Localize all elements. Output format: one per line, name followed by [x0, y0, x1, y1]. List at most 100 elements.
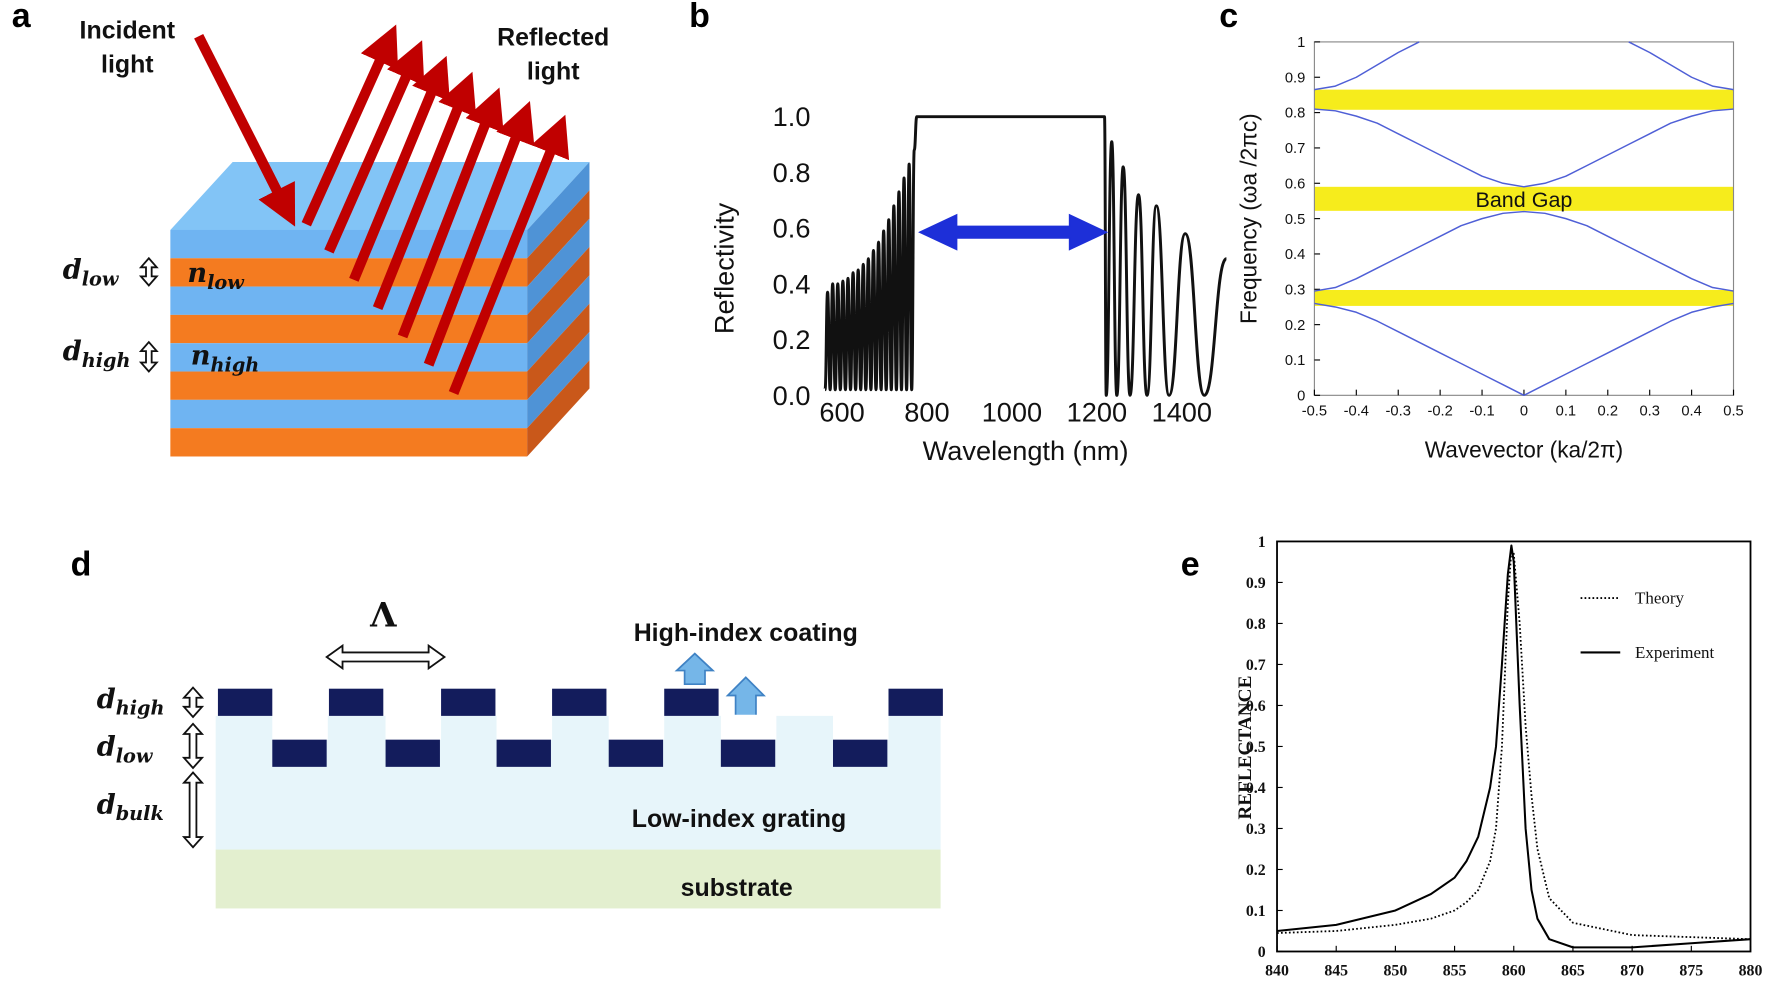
- coating-label: High-index coating: [634, 619, 858, 647]
- x-tick-label: 1200: [1067, 396, 1127, 427]
- x-tick-label: 0.2: [1598, 404, 1618, 420]
- x-tick-label: 880: [1739, 962, 1763, 979]
- band-gap: [1314, 89, 1734, 110]
- data-line: [1314, 108, 1734, 188]
- x-tick-label: -0.5: [1302, 404, 1327, 420]
- x-tick-label: 860: [1502, 962, 1526, 979]
- y-tick-label: 0.6: [773, 213, 811, 244]
- layer-side: [527, 190, 590, 287]
- layer-side: [527, 303, 590, 400]
- y-tick-label: 0.5: [1285, 212, 1305, 228]
- trough: [272, 714, 328, 740]
- subscript: low: [82, 267, 120, 290]
- y-tick-label: 0.3: [1285, 282, 1305, 298]
- layer-side: [527, 218, 590, 315]
- y-tick-label: 0.2: [773, 324, 811, 355]
- grating-label: Low-index grating: [632, 805, 846, 833]
- x-tick-label: 600: [819, 396, 864, 427]
- band-gap: [1314, 290, 1734, 306]
- panel-label: c: [1219, 0, 1238, 35]
- high-index-block: [328, 688, 384, 716]
- incident-label: Incident light: [80, 17, 175, 79]
- high-index-block: [888, 688, 943, 716]
- trough: [832, 714, 889, 740]
- stop-band-arrow: [918, 213, 1109, 251]
- thickness-arrow: [181, 722, 205, 770]
- y-tick-label: 0.8: [1285, 106, 1305, 122]
- trough: [720, 714, 777, 740]
- data-line: [1314, 41, 1420, 91]
- y-tick-label: 0.6: [1246, 698, 1266, 715]
- chart: 0.0 0.2 0.4 0.6 0.8 1.0 600 800 1000 1200 1400 Wave…: [708, 101, 1228, 466]
- high-index-block: [385, 739, 440, 767]
- symbol: d: [63, 335, 82, 367]
- x-tick-label: 865: [1561, 962, 1585, 979]
- thickness-arrow: [181, 771, 205, 849]
- layer: [170, 286, 528, 315]
- y-tick-label: 0.9: [1285, 70, 1305, 86]
- n-high-label: nhigh: [191, 340, 260, 377]
- reflected-arrow: [397, 87, 504, 339]
- x-tick-label: 0.4: [1681, 404, 1701, 420]
- y-tick-label: 0.3: [1246, 821, 1266, 838]
- high-index-block: [608, 739, 664, 767]
- layer: [170, 428, 528, 457]
- x-tick-label: 800: [904, 396, 949, 427]
- high-index-block: [217, 688, 273, 716]
- x-tick-label: 840: [1265, 962, 1289, 979]
- thickness-arrow: [138, 256, 159, 287]
- data-line: [1628, 41, 1734, 91]
- y-tick-label: 0: [1297, 388, 1305, 404]
- chart: 0 0.1 0.2 0.3 0.4 0.5 0.6 0.7 0.8 0.9 1 840 845 850 85…: [1235, 534, 1762, 979]
- d-low-label: dlow: [97, 731, 154, 768]
- label-line: light: [527, 57, 580, 85]
- d-high-label: dhigh: [97, 683, 165, 720]
- x-axis-label: Wavelength (nm): [923, 435, 1129, 466]
- x-tick-label: 0: [1520, 404, 1528, 420]
- x-axis-label: Wavevector (ka/2π): [1425, 437, 1623, 463]
- symbol: n: [187, 257, 207, 289]
- x-tick-label: 875: [1679, 962, 1703, 979]
- layer-side: [527, 275, 590, 372]
- label-line: Incident: [80, 17, 175, 45]
- legend-label: Theory: [1635, 589, 1685, 608]
- y-axis-label: Frequency (ωa /2πc): [1236, 113, 1262, 324]
- low-index-grating: [215, 715, 941, 850]
- reflected-arrow: [423, 101, 535, 367]
- reflected-arrow: [324, 40, 425, 254]
- x-tick-label: 855: [1443, 962, 1467, 979]
- annotation: Band Gap: [1476, 188, 1573, 212]
- reflected-arrow: [349, 55, 450, 282]
- subscript: high: [116, 697, 165, 720]
- high-index-block: [664, 688, 719, 716]
- high-index-block: [441, 688, 496, 716]
- substrate: [215, 849, 941, 909]
- y-axis-label: Reflectivity: [708, 202, 739, 334]
- subscript: low: [116, 744, 154, 767]
- trough: [496, 714, 553, 740]
- symbol: d: [97, 683, 116, 715]
- d-bulk-label: dbulk: [97, 788, 164, 825]
- data-line: [1276, 544, 1751, 949]
- up-arrow: [674, 652, 716, 686]
- d-high-label: dhigh: [63, 335, 131, 372]
- x-tick-label: -0.3: [1386, 404, 1411, 420]
- y-tick-label: 0.7: [1246, 657, 1266, 674]
- incident-arrow: [194, 33, 296, 227]
- y-tick-label: 0.9: [1246, 575, 1266, 592]
- reflected-arrow: [448, 114, 570, 395]
- period-label: Λ: [369, 595, 397, 635]
- panel-label: e: [1181, 545, 1200, 583]
- reflected-arrow: [372, 71, 477, 310]
- thickness-arrow: [138, 340, 159, 373]
- y-tick-label: 1.0: [773, 101, 811, 132]
- chart: Band Gap 0 0.1 0.2 0.3 0.4 0.5 0.6 0.7 0.8 0.9 1 -0.…: [1236, 35, 1744, 463]
- n-low-label: nlow: [187, 257, 245, 294]
- x-tick-label: -0.4: [1344, 404, 1369, 420]
- d-low-label: dlow: [63, 254, 120, 291]
- panel-label: d: [71, 545, 92, 583]
- layer: [170, 399, 528, 429]
- panel-label: b: [689, 0, 710, 35]
- x-tick-label: 0.1: [1556, 404, 1576, 420]
